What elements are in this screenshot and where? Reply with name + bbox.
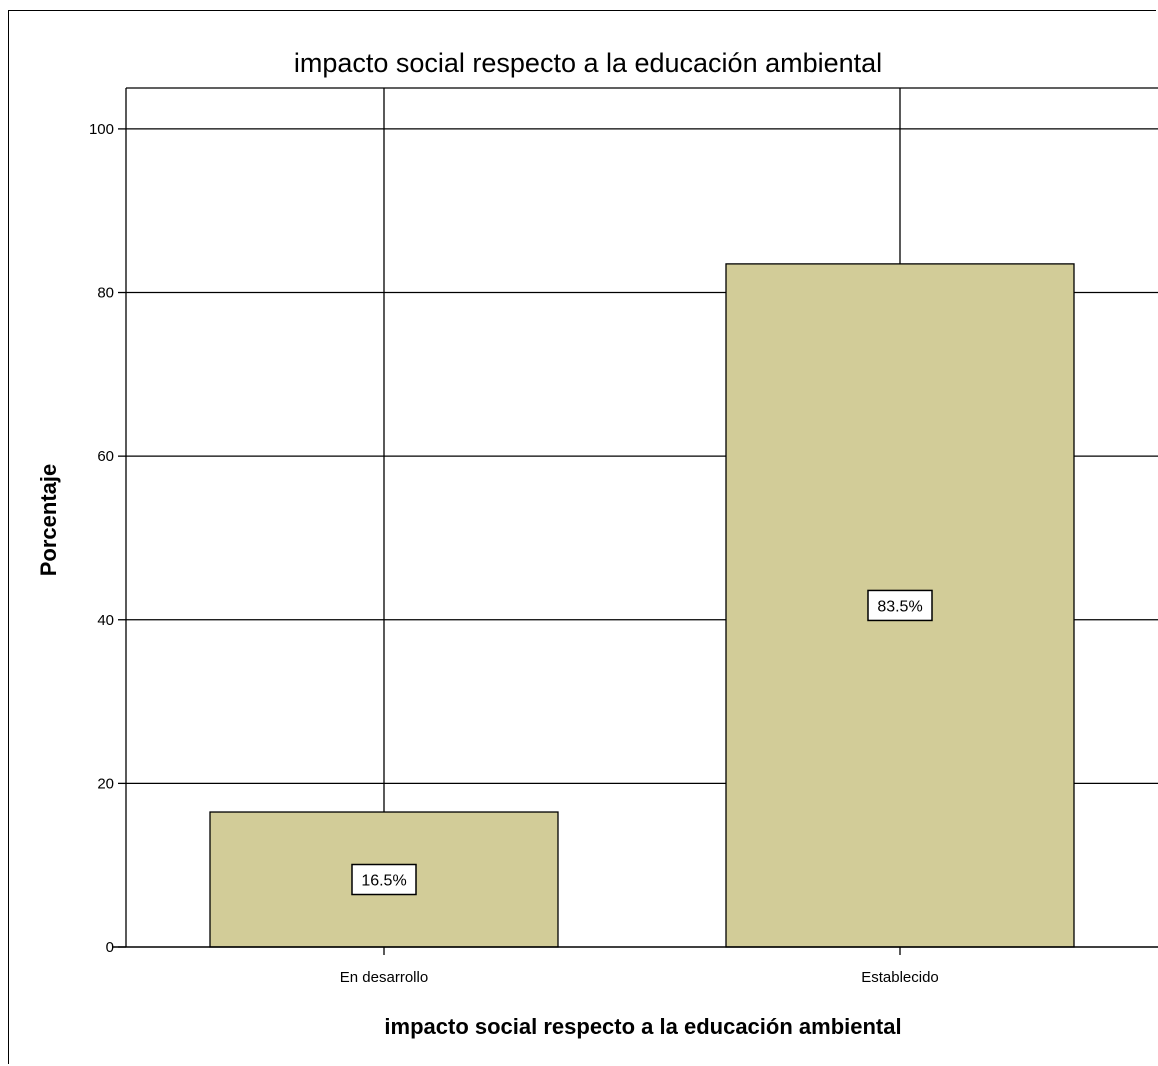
x-tick-label: Establecido bbox=[861, 969, 939, 986]
data-label: 83.5% bbox=[877, 598, 922, 615]
y-tick-label: 40 bbox=[97, 612, 114, 629]
y-axis-label: Porcentaje bbox=[36, 464, 61, 577]
chart-frame bbox=[8, 10, 1156, 1064]
y-tick-label: 80 bbox=[97, 285, 114, 302]
data-label-box bbox=[867, 589, 933, 622]
y-tick-label: 100 bbox=[89, 121, 114, 138]
chart-title: impacto social respecto a la educación a… bbox=[294, 48, 882, 78]
y-tick-label: 60 bbox=[97, 448, 114, 465]
x-axis-label: impacto social respecto a la educación a… bbox=[384, 1014, 901, 1039]
y-tick-label: 0 bbox=[106, 939, 114, 956]
x-tick-label: En desarrollo bbox=[340, 969, 428, 986]
y-tick-label: 20 bbox=[97, 775, 114, 792]
data-label-box bbox=[351, 863, 417, 896]
data-label: 16.5% bbox=[361, 873, 406, 890]
